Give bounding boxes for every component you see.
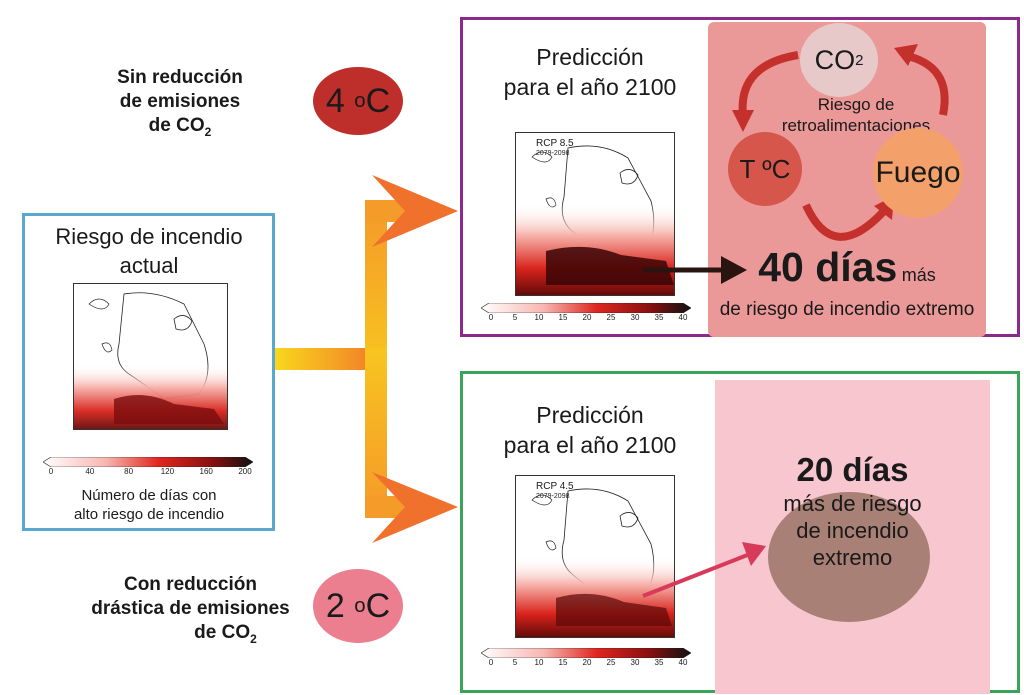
flow-stem <box>275 348 387 370</box>
low-result-value: 20 días <box>796 451 909 488</box>
current-risk-panel: Riesgo de incendio actual 0 40 80 120 16… <box>22 213 275 531</box>
colorbar-tick: 10 <box>534 313 544 322</box>
rcp45-label: RCP 4.5 <box>536 481 574 492</box>
scenario-low-label: Con reducción drástica de emisiones de C… <box>68 573 313 651</box>
low-result-line1: más de riesgo <box>783 491 922 516</box>
temperature-symbol: o <box>354 594 366 617</box>
colorbar-tick: 0 <box>488 313 494 322</box>
high-colorbar <box>480 300 692 314</box>
colorbar-tick: 35 <box>654 658 664 667</box>
low-prediction-line2: para el año 2100 <box>503 432 677 458</box>
flow-up <box>365 210 387 370</box>
colorbar-tick: 5 <box>512 313 518 322</box>
flow-down <box>365 348 387 510</box>
high-result-line2: de riesgo de incendio extremo <box>719 299 975 320</box>
feedback-cycle-arrows <box>732 44 949 241</box>
colorbar-tick: 0 <box>48 467 54 476</box>
colorbar-tick: 80 <box>124 467 134 476</box>
colorbar-tick: 200 <box>238 467 252 476</box>
high-scenario-panel: Predicción para el año 2100 RCP 8.5 2079… <box>460 17 1020 337</box>
low-result-line2: de incendio <box>796 518 909 543</box>
feedback-risk-label: Riesgo de retroalimentaciones <box>781 94 931 136</box>
colorbar-tick: 30 <box>630 313 640 322</box>
temperature-unit: C <box>365 81 391 120</box>
scenario-low-label-line2: drástica de emisiones <box>91 598 290 619</box>
scenario-high-label-line3: de CO2 <box>148 115 212 139</box>
rcp85-period: 2079-2098 <box>536 150 570 157</box>
colorbar-tick: 5 <box>512 658 518 667</box>
colorbar-tick: 25 <box>606 658 616 667</box>
low-colorbar-ticks: 0 5 10 15 20 25 30 35 40 <box>488 658 688 668</box>
current-caption-line1: Número de días con <box>81 487 217 504</box>
low-result-line3: extremo <box>812 545 893 570</box>
colorbar-tick: 120 <box>160 467 175 476</box>
flow-up-arrowhead <box>372 175 458 247</box>
rcp85-label: RCP 8.5 <box>536 138 574 149</box>
temperature-symbol: o <box>354 89 366 112</box>
colorbar-tick: 10 <box>534 658 544 667</box>
rcp45-period: 2079-2098 <box>536 493 570 500</box>
europe-map-rcp85 <box>516 145 674 295</box>
high-result: 40 días más de riesgo de incendio extrem… <box>708 245 986 321</box>
colorbar-tick: 15 <box>558 313 568 322</box>
high-prediction-title: Predicción para el año 2100 <box>485 42 695 102</box>
low-prediction-line1: Predicción <box>536 402 644 428</box>
europe-map-rcp45 <box>516 488 674 637</box>
fire-node: Fuego <box>873 128 963 218</box>
low-prediction-title: Predicción para el año 2100 <box>485 400 695 460</box>
colorbar-tick: 35 <box>654 313 664 322</box>
low-colorbar <box>480 645 692 659</box>
low-result-ellipse <box>768 492 930 622</box>
temperature-node: T ºC <box>728 132 802 206</box>
current-caption: Número de días con alto riesgo de incend… <box>35 486 263 524</box>
low-scenario-map: RCP 4.5 2079-2098 <box>515 475 675 638</box>
temperature-unit: C <box>365 586 391 625</box>
colorbar-tick: 40 <box>678 658 688 667</box>
temperature-value: 4 <box>325 81 345 120</box>
feedback-risk-line1: Riesgo de <box>817 95 895 114</box>
colorbar-tick: 40 <box>678 313 688 322</box>
colorbar-tick: 20 <box>582 313 592 322</box>
colorbar-tick: 40 <box>85 467 95 476</box>
colorbar-tick: 20 <box>582 658 592 667</box>
flow-down-arrowhead <box>372 472 458 543</box>
scenario-high-label: Sin reducción de emisiones de CO2 <box>95 66 265 144</box>
high-result-value: 40 días <box>758 244 898 290</box>
high-prediction-line1: Predicción <box>536 44 644 70</box>
current-caption-line2: alto riesgo de incendio <box>73 506 225 523</box>
temperature-value: 2 <box>325 586 345 625</box>
low-result-arrow <box>642 542 766 598</box>
colorbar-tick: 160 <box>199 467 213 476</box>
scenario-high-label-line2: de emisiones <box>119 91 241 112</box>
scenario-high-label-line1: Sin reducción <box>117 67 243 88</box>
high-prediction-line2: para el año 2100 <box>503 74 677 100</box>
high-colorbar-ticks: 0 5 10 15 20 25 30 35 40 <box>488 313 688 323</box>
current-risk-title: Riesgo de incendio actual <box>55 224 243 278</box>
low-scenario-panel: Predicción para el año 2100 RCP 4.5 2079… <box>460 371 1020 694</box>
current-colorbar-ticks: 0 40 80 120 160 200 <box>48 467 252 477</box>
current-colorbar <box>42 454 254 468</box>
co2-node: CO 2 <box>800 23 878 97</box>
scenario-low-label-line1: Con reducción <box>123 574 257 595</box>
low-result: 20 días más de riesgo de incendio extrem… <box>715 450 990 571</box>
colorbar-tick: 0 <box>488 658 494 667</box>
high-result-suffix: más <box>901 265 936 285</box>
feedback-risk-line2: retroalimentaciones <box>781 116 931 135</box>
colorbar-tick: 25 <box>606 313 616 322</box>
scenario-low-label-line3: de CO2 <box>194 622 257 646</box>
colorbar-tick: 15 <box>558 658 568 667</box>
europe-map-current <box>74 292 227 429</box>
current-risk-map <box>73 283 228 430</box>
high-result-line1: 40 días más <box>708 245 986 299</box>
high-result-arrow <box>643 256 747 284</box>
colorbar-tick: 30 <box>630 658 640 667</box>
